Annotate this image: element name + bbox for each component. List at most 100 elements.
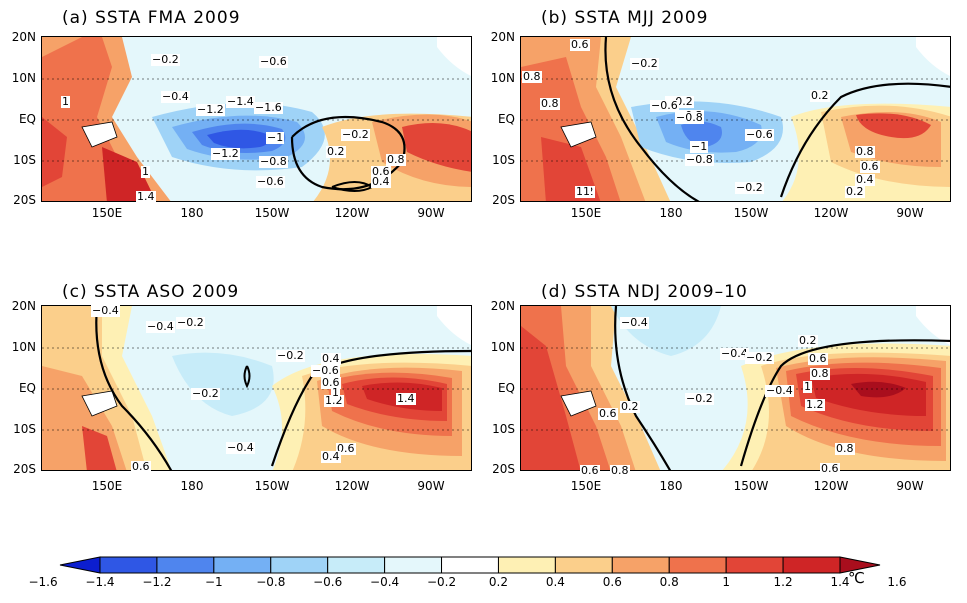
contour-value-label: −0.2 bbox=[630, 57, 659, 70]
contour-value-label: −1.4 bbox=[226, 95, 255, 108]
contour-value-label: 0.6 bbox=[570, 38, 590, 51]
lat-label-eq: EQ bbox=[497, 112, 515, 126]
lat-label-20n: 20N bbox=[490, 299, 515, 313]
colorbar-swatch bbox=[213, 556, 272, 574]
lon-label-90w: 90W bbox=[417, 479, 445, 493]
lon-label-150e: 150E bbox=[570, 479, 602, 493]
lon-label-90w: 90W bbox=[417, 206, 445, 220]
contour-value-label: −0.2 bbox=[191, 387, 220, 400]
contour-value-label: −0.4 bbox=[161, 90, 190, 103]
contour-value-label: 0.8 bbox=[835, 442, 855, 455]
contour-value-label: 0.6 bbox=[371, 165, 391, 178]
contour-value-label: 0.6 bbox=[580, 464, 600, 477]
lon-label-150w: 150W bbox=[254, 479, 290, 493]
colorbar-swatch bbox=[156, 556, 215, 574]
contour-value-label: −0.6 bbox=[259, 55, 288, 68]
contour-value-label: −0.4 bbox=[91, 304, 120, 317]
colorbar-tick-label: 1.2 bbox=[773, 575, 793, 589]
panel-d-map bbox=[520, 305, 951, 471]
contour-value-label: 0.6 bbox=[321, 376, 341, 389]
colorbar-tick-label: −0.2 bbox=[426, 575, 457, 589]
lon-label-120w: 120W bbox=[334, 206, 370, 220]
contour-value-label: 0.6 bbox=[336, 442, 356, 455]
colorbar-tick-label: −1.2 bbox=[142, 575, 172, 589]
contour-value-label: −0.2 bbox=[735, 181, 764, 194]
colorbar-tick-label: −0.8 bbox=[256, 575, 286, 589]
contour-value-label: 0.6 bbox=[820, 462, 840, 475]
contour-value-label: −0.6 bbox=[311, 364, 340, 377]
contour-value-label: 0.6 bbox=[131, 460, 151, 473]
contour-value-label: 1.4 bbox=[136, 190, 156, 203]
lat-label-10s: 10S bbox=[13, 153, 36, 167]
lon-label-180: 180 bbox=[180, 479, 204, 493]
lat-label-20n: 20N bbox=[11, 299, 36, 313]
contour-value-label: 0.2 bbox=[798, 334, 818, 347]
contour-value-label: −0.4 bbox=[620, 316, 649, 329]
contour-value-label: 0.4 bbox=[321, 352, 341, 365]
panel-a-title: (a) SSTA FMA 2009 bbox=[62, 8, 241, 28]
lat-label-20n: 20N bbox=[11, 30, 36, 44]
panel-b-field bbox=[521, 37, 950, 201]
lat-label-20s: 20S bbox=[492, 462, 515, 476]
contour-value-label: −0.4 bbox=[720, 347, 749, 360]
contour-value-label: 1.2 bbox=[805, 398, 825, 411]
colorbar-tick-label: 1.4 bbox=[830, 575, 850, 589]
contour-value-label: −0.2 bbox=[341, 128, 370, 141]
contour-value-label: 1 bbox=[803, 380, 812, 393]
lat-label-20s: 20S bbox=[492, 193, 515, 207]
lat-label-10n: 10N bbox=[490, 71, 515, 85]
lat-label-20n: 20N bbox=[490, 30, 515, 44]
colorbar-swatch bbox=[497, 556, 556, 574]
lat-label-eq: EQ bbox=[497, 381, 515, 395]
colorbar-arrow-high bbox=[839, 556, 881, 574]
contour-value-label: 1.4 bbox=[396, 392, 416, 405]
lon-label-180: 180 bbox=[659, 479, 683, 493]
colorbar-tick-label: −0.4 bbox=[370, 575, 400, 589]
contour-value-label: −0.6 bbox=[745, 128, 774, 141]
lat-label-10s: 10S bbox=[492, 422, 515, 436]
colorbar-swatch bbox=[554, 556, 613, 574]
colorbar-tick-label: 1 bbox=[722, 575, 730, 589]
contour-value-label: −0.8 bbox=[259, 155, 288, 168]
contour-value-label: −0.4 bbox=[226, 441, 255, 454]
lat-label-20s: 20S bbox=[13, 462, 36, 476]
colorbar-swatch bbox=[441, 556, 499, 574]
contour-value-label: 1 bbox=[141, 165, 150, 178]
contour-value-label: 1 bbox=[331, 386, 340, 399]
contour-value-label: 0.4 bbox=[371, 175, 391, 188]
contour-value-label: 1 bbox=[61, 95, 70, 108]
panel-c-field bbox=[42, 306, 471, 470]
lat-label-eq: EQ bbox=[18, 112, 36, 126]
contour-value-label: 0.8 bbox=[610, 464, 630, 477]
contour-value-label: 0.8 bbox=[386, 153, 406, 166]
contour-value-label: 0.2 bbox=[620, 400, 640, 413]
panel-b-title: (b) SSTA MJJ 2009 bbox=[541, 8, 709, 28]
contour-value-label: 0.8 bbox=[540, 97, 560, 110]
contour-value-label: −1.2 bbox=[211, 147, 240, 160]
colorbar-tick-label: 0.8 bbox=[659, 575, 679, 589]
contour-value-label: 0.2 bbox=[326, 145, 346, 158]
contour-value-label: −0.6 bbox=[650, 99, 679, 112]
contour-value-label: −0.2 bbox=[151, 53, 180, 66]
lon-label-180: 180 bbox=[180, 206, 204, 220]
contour-value-label: 1 bbox=[582, 185, 591, 198]
contour-value-label: −0.4 bbox=[146, 320, 175, 333]
lat-label-10n: 10N bbox=[11, 340, 36, 354]
contour-value-label: −1 bbox=[266, 131, 285, 144]
lon-label-90w: 90W bbox=[896, 206, 924, 220]
contour-value-label: −0.2 bbox=[176, 316, 205, 329]
contour-value-label: −0.2 bbox=[276, 349, 305, 362]
contour-value-label: −1.2 bbox=[196, 103, 225, 116]
contour-value-label: −0.6 bbox=[256, 175, 285, 188]
colorbar-unit: ℃ bbox=[848, 569, 865, 587]
contour-value-label: −0.8 bbox=[685, 153, 714, 166]
colorbar-swatch bbox=[668, 556, 727, 574]
colorbar-tick-label: −1.4 bbox=[85, 575, 115, 589]
panel-b-map bbox=[520, 36, 951, 202]
contour-value-label: −0.8 bbox=[675, 111, 704, 124]
panel-a-field bbox=[42, 37, 471, 201]
colorbar-swatch bbox=[99, 556, 158, 574]
colorbar-swatch bbox=[327, 556, 386, 574]
colorbar-swatch bbox=[782, 556, 841, 574]
colorbar-tick-label: 0.4 bbox=[545, 575, 565, 589]
